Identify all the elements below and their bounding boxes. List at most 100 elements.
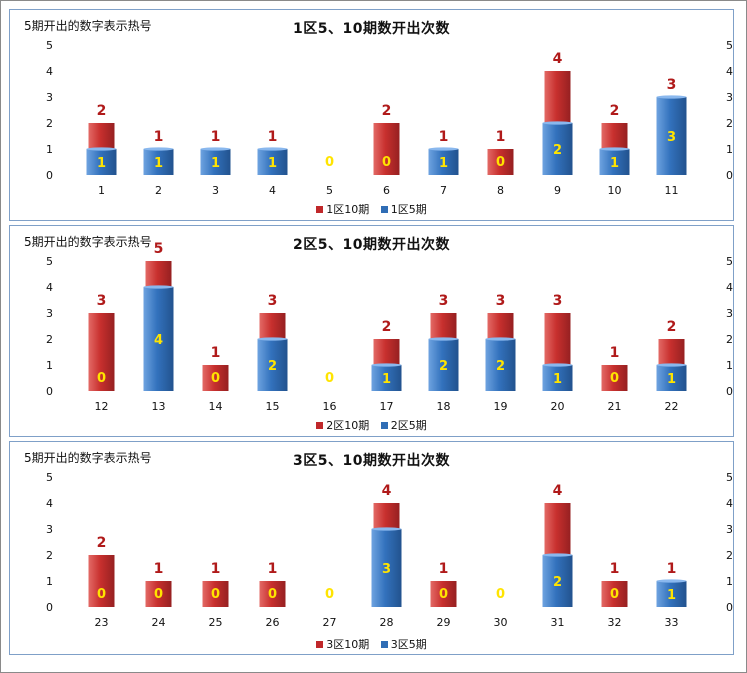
data-label-ten-period: 1 bbox=[268, 129, 278, 145]
y-tick-label-right: 4 bbox=[726, 497, 733, 510]
y-tick-label-left: 1 bbox=[46, 359, 53, 372]
y-tick-label-right: 5 bbox=[726, 39, 733, 52]
x-tick-label: 4 bbox=[269, 184, 276, 197]
x-tick-label: 17 bbox=[380, 400, 394, 413]
legend-item-ten-period: 2区10期 bbox=[316, 417, 369, 433]
legend-swatch-ten-period bbox=[316, 641, 324, 648]
data-label-five-period: 0 bbox=[496, 155, 505, 170]
chart-plot: 0 01 12 23 34 45 52111121131140520611710842921… bbox=[46, 39, 733, 197]
bar-five-period-cap bbox=[143, 285, 174, 289]
data-label-five-period: 0 bbox=[325, 587, 334, 602]
y-tick-label-left: 4 bbox=[46, 65, 53, 78]
data-label-ten-period: 1 bbox=[496, 129, 506, 145]
y-tick-label-right: 2 bbox=[726, 117, 733, 130]
bar-ten-period bbox=[202, 365, 229, 391]
y-tick-label-right: 3 bbox=[726, 523, 733, 536]
x-tick-label: 25 bbox=[209, 616, 223, 629]
x-tick-label: 26 bbox=[266, 616, 280, 629]
legend-item-five-period: 2区5期 bbox=[380, 417, 427, 433]
x-tick-label: 8 bbox=[497, 184, 504, 197]
y-tick-label-right: 0 bbox=[726, 385, 733, 398]
data-label-five-period: 1 bbox=[154, 156, 163, 171]
data-label-ten-period: 1 bbox=[439, 129, 449, 145]
chart-plot: 0 01 12 23 34 45 52023102410251026027432810290… bbox=[46, 471, 733, 629]
data-label-ten-period: 5 bbox=[154, 241, 164, 257]
data-label-five-period: 0 bbox=[439, 587, 448, 602]
bar-ten-period bbox=[88, 555, 115, 607]
x-tick-label: 29 bbox=[437, 616, 451, 629]
bar-five-period-cap bbox=[428, 147, 459, 151]
data-label-five-period: 2 bbox=[553, 143, 562, 158]
legend-label-five-period: 1区5期 bbox=[390, 203, 427, 216]
x-tick-label: 2 bbox=[155, 184, 162, 197]
x-tick-label: 7 bbox=[440, 184, 447, 197]
bar-five-period bbox=[371, 365, 402, 391]
bar-five-period bbox=[542, 555, 573, 607]
data-label-five-period: 1 bbox=[667, 588, 676, 603]
bar-five-period-cap bbox=[656, 579, 687, 583]
chart-plot: 0 01 12 23 34 45 53012541310143215016211732183… bbox=[46, 241, 733, 413]
bar-ten-period bbox=[601, 365, 628, 391]
data-label-five-period: 1 bbox=[667, 372, 676, 387]
x-tick-label: 12 bbox=[95, 400, 109, 413]
bar-ten-period bbox=[487, 149, 514, 175]
chart-legend: 1区10期 1区5期 bbox=[10, 201, 733, 217]
x-tick-label: 33 bbox=[665, 616, 679, 629]
bar-five-period bbox=[599, 149, 630, 175]
data-label-ten-period: 1 bbox=[154, 129, 164, 145]
y-tick-label-left: 5 bbox=[46, 471, 53, 484]
data-label-five-period: 0 bbox=[610, 371, 619, 386]
bar-five-period bbox=[143, 287, 174, 391]
x-tick-label: 11 bbox=[665, 184, 679, 197]
bar-five-period-cap bbox=[428, 337, 459, 341]
data-label-ten-period: 1 bbox=[610, 345, 620, 361]
y-tick-label-left: 5 bbox=[46, 39, 53, 52]
y-tick-label-left: 3 bbox=[46, 307, 53, 320]
data-label-ten-period: 4 bbox=[553, 51, 563, 67]
bar-five-period-cap bbox=[656, 95, 687, 99]
x-tick-label: 28 bbox=[380, 616, 394, 629]
y-tick-label-right: 1 bbox=[726, 575, 733, 588]
chart-title: 3区5、10期数开出次数 bbox=[293, 453, 450, 469]
legend-label-ten-period: 2区10期 bbox=[326, 419, 370, 432]
data-label-five-period: 0 bbox=[211, 371, 220, 386]
y-tick-label-left: 0 bbox=[46, 169, 53, 182]
y-tick-label-right: 3 bbox=[726, 91, 733, 104]
data-label-five-period: 3 bbox=[382, 562, 391, 577]
bar-ten-period bbox=[259, 581, 286, 607]
data-label-ten-period: 2 bbox=[97, 535, 107, 551]
data-label-ten-period: 1 bbox=[268, 561, 278, 577]
chart-title: 1区5、10期数开出次数 bbox=[293, 21, 450, 37]
data-label-ten-period: 2 bbox=[97, 103, 107, 119]
data-label-ten-period: 2 bbox=[667, 319, 677, 335]
bar-five-period bbox=[656, 581, 687, 607]
x-tick-label: 21 bbox=[608, 400, 622, 413]
data-label-ten-period: 4 bbox=[553, 483, 563, 499]
y-tick-label-left: 3 bbox=[46, 91, 53, 104]
bar-five-period-cap bbox=[257, 337, 288, 341]
bar-five-period bbox=[656, 97, 687, 175]
x-tick-label: 3 bbox=[212, 184, 219, 197]
y-tick-label-right: 0 bbox=[726, 601, 733, 614]
data-label-five-period: 1 bbox=[553, 372, 562, 387]
x-tick-label: 19 bbox=[494, 400, 508, 413]
bar-five-period-cap bbox=[542, 363, 573, 367]
x-tick-label: 5 bbox=[326, 184, 333, 197]
chart-legend: 3区10期 3区5期 bbox=[10, 636, 733, 652]
bar-five-period bbox=[485, 339, 516, 391]
y-tick-label-left: 2 bbox=[46, 549, 53, 562]
data-label-five-period: 0 bbox=[97, 371, 106, 386]
data-label-five-period: 2 bbox=[439, 359, 448, 374]
bar-ten-period bbox=[145, 581, 172, 607]
bar-five-period-cap bbox=[143, 147, 174, 151]
data-label-five-period: 0 bbox=[211, 587, 220, 602]
bar-five-period bbox=[200, 149, 231, 175]
data-label-five-period: 2 bbox=[268, 359, 277, 374]
y-tick-label-left: 1 bbox=[46, 575, 53, 588]
data-label-ten-period: 1 bbox=[439, 561, 449, 577]
bar-five-period bbox=[656, 365, 687, 391]
y-tick-label-left: 4 bbox=[46, 497, 53, 510]
x-tick-label: 9 bbox=[554, 184, 561, 197]
legend-label-ten-period: 1区10期 bbox=[326, 203, 370, 216]
